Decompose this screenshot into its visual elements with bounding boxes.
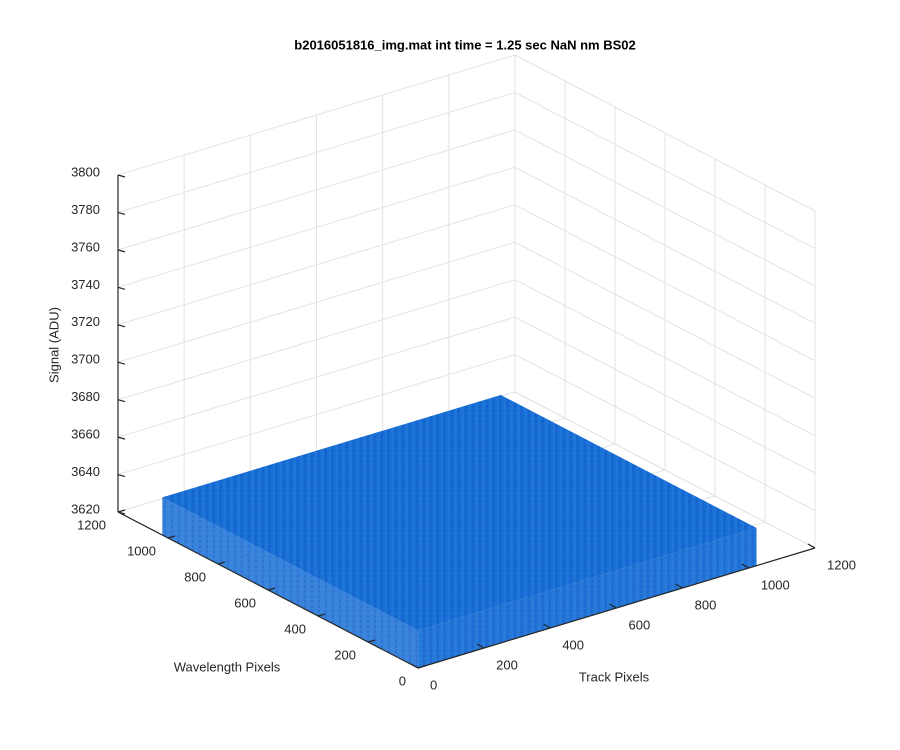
z-tick-label: 3660 xyxy=(71,427,100,442)
z-tick xyxy=(117,399,126,403)
surface-texture xyxy=(162,497,419,668)
y-tick-label: 1000 xyxy=(127,543,156,558)
y-tick xyxy=(167,535,176,539)
y-tick xyxy=(117,509,126,513)
z-tick-label: 3620 xyxy=(71,501,100,516)
x-tick xyxy=(543,623,551,629)
grid-line xyxy=(514,316,816,474)
y-tick-label: 200 xyxy=(334,647,356,662)
z-tick xyxy=(117,174,126,178)
y-tick-label: 800 xyxy=(184,569,206,584)
x-tick-label: 0 xyxy=(430,677,437,692)
grid-line xyxy=(117,129,516,251)
y-tick xyxy=(417,665,426,669)
grid-line xyxy=(514,92,816,249)
x-tick xyxy=(476,643,485,649)
chart-title: b2016051816_img.mat int time = 1.25 sec … xyxy=(294,37,635,52)
y-tick xyxy=(267,587,276,591)
y-tick-label: 0 xyxy=(399,673,406,688)
grid-line xyxy=(117,166,516,288)
grid-line xyxy=(514,241,816,399)
z-tick xyxy=(117,211,126,216)
z-tick-label: 3700 xyxy=(71,352,100,367)
z-tick-label: 3760 xyxy=(71,239,100,254)
grid-line xyxy=(117,279,516,401)
grid-line xyxy=(514,166,816,324)
y-tick-label: 1200 xyxy=(77,517,106,532)
z-tick-label: 3680 xyxy=(71,389,100,404)
z-axis-label: Signal (ADU) xyxy=(46,307,61,383)
grid-line xyxy=(117,54,516,176)
x-tick xyxy=(410,663,419,669)
grid-line xyxy=(514,354,816,511)
x-tick xyxy=(675,583,683,589)
y-tick xyxy=(217,561,226,565)
z-tick xyxy=(117,511,126,515)
grid-line xyxy=(514,54,816,212)
z-tick-label: 3640 xyxy=(71,464,100,479)
y-tick-label: 400 xyxy=(284,621,306,636)
y-tick xyxy=(367,639,376,643)
z-tick-label: 3780 xyxy=(71,202,100,217)
z-tick-label: 3720 xyxy=(71,314,100,329)
z-tick xyxy=(117,473,126,478)
x-tick xyxy=(609,603,617,609)
grid-line xyxy=(117,241,516,363)
x-tick-label: 1200 xyxy=(827,557,856,572)
grid-line xyxy=(514,279,816,437)
z-tick xyxy=(117,361,126,365)
x-tick-label: 200 xyxy=(496,657,518,672)
z-tick-label: 3800 xyxy=(71,164,100,179)
grid-line xyxy=(514,391,816,549)
z-tick xyxy=(117,286,126,290)
y-tick-label: 600 xyxy=(234,595,256,610)
y-tick xyxy=(317,613,326,617)
z-tick xyxy=(117,249,126,253)
y-axis-label: Wavelength Pixels xyxy=(174,659,281,674)
x-tick-label: 600 xyxy=(629,617,651,632)
grid-line xyxy=(117,316,516,438)
x-tick xyxy=(741,563,750,569)
z-tick-label: 3740 xyxy=(71,277,100,292)
grid-line xyxy=(117,91,516,213)
grid-line xyxy=(117,204,516,326)
x-tick xyxy=(807,543,816,549)
grid-line xyxy=(514,129,816,287)
z-tick xyxy=(117,436,126,440)
grid-line xyxy=(117,354,516,476)
x-tick-label: 800 xyxy=(695,597,717,612)
x-axis-label: Track Pixels xyxy=(579,669,650,684)
grid-line xyxy=(514,204,816,362)
z-tick xyxy=(117,324,126,328)
x-tick-label: 1000 xyxy=(761,577,790,592)
surface-texture xyxy=(418,528,757,668)
x-tick-label: 400 xyxy=(562,637,584,652)
surface-texture xyxy=(162,395,757,631)
